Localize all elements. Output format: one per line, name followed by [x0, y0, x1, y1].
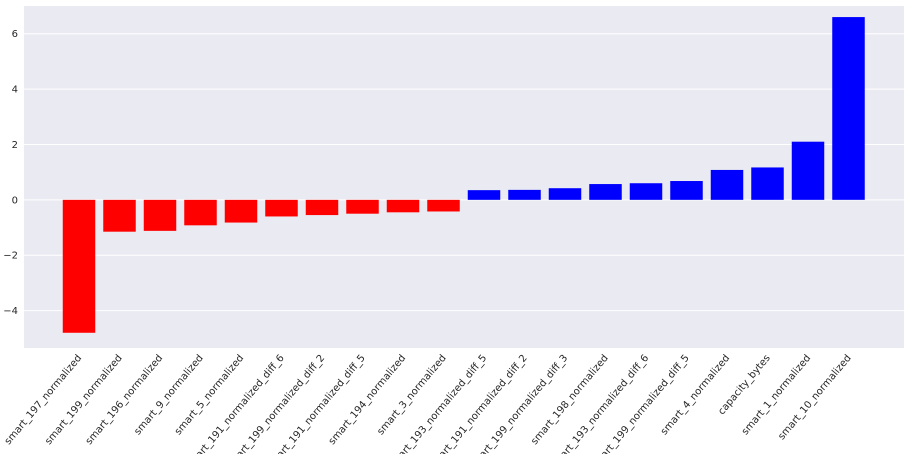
- y-tick-label: 4: [12, 85, 18, 96]
- bar: [427, 199, 460, 212]
- x-tick-label: smart_196_normalized: [84, 353, 166, 447]
- x-tick-label: smart_197_normalized: [3, 353, 85, 447]
- x-axis-ticks: smart_197_normalizedsmart_199_normalized…: [3, 353, 854, 454]
- bar: [265, 199, 298, 217]
- bar: [710, 169, 744, 200]
- bar: [832, 17, 865, 200]
- bar: [467, 190, 501, 200]
- bars: [62, 17, 865, 333]
- bar: [62, 199, 96, 333]
- x-tick-label: smart_5_normalized: [173, 353, 246, 437]
- x-tick-label: smart_198_normalized: [529, 353, 611, 447]
- bar: [305, 199, 339, 216]
- bar: [548, 188, 582, 200]
- y-axis-ticks: −4 −2 0 2 4 6: [3, 29, 18, 317]
- x-tick-label: smart_9_normalized: [132, 353, 205, 437]
- bar: [184, 199, 217, 226]
- x-tick-label: smart_4_normalized: [659, 353, 732, 437]
- y-tick-label: −2: [3, 251, 18, 262]
- bar: [143, 199, 177, 231]
- y-tick-label: 2: [12, 140, 18, 151]
- bar: [751, 167, 784, 200]
- x-tick-label: smart_3_normalized: [375, 353, 448, 437]
- y-tick-label: 0: [12, 195, 18, 206]
- x-tick-label: smart_1_normalized: [740, 353, 813, 437]
- x-tick-label: smart_194_normalized: [327, 353, 409, 447]
- bar: [629, 183, 663, 200]
- bar: [346, 199, 379, 214]
- bar: [224, 199, 258, 223]
- bar: [670, 181, 703, 200]
- y-tick-label: −4: [3, 306, 18, 317]
- y-tick-label: 6: [12, 29, 18, 40]
- bar: [386, 199, 420, 213]
- bar: [508, 189, 541, 200]
- bar: [589, 184, 622, 200]
- x-tick-label: smart_199_normalized: [43, 353, 125, 447]
- x-tick-label: smart_10_normalized: [776, 353, 853, 442]
- bar: [103, 199, 136, 232]
- bar: [791, 141, 825, 200]
